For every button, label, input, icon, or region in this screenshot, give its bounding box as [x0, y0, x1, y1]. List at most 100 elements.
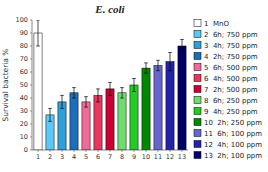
- error-cap: [108, 82, 112, 83]
- legend-label: 4 2h; 750 ppm: [204, 53, 258, 61]
- legend-label: 7 2h; 500 ppm: [204, 86, 258, 94]
- error-cap: [36, 20, 40, 21]
- legend-swatch: [194, 75, 201, 82]
- x-tick-label: 3: [60, 153, 64, 161]
- legend-swatch: [194, 53, 201, 60]
- error-line: [62, 95, 63, 108]
- y-tick-label: 20: [20, 120, 28, 128]
- legend-swatch: [194, 31, 201, 38]
- error-cap: [180, 39, 184, 40]
- error-line: [170, 53, 171, 71]
- error-cap: [36, 46, 40, 47]
- x-tick: [38, 150, 39, 152]
- y-tick-label: 100: [16, 16, 28, 24]
- legend-swatch: [194, 64, 201, 71]
- error-cap: [144, 62, 148, 63]
- x-tick: [122, 150, 123, 152]
- bar: [106, 89, 114, 150]
- error-cap: [48, 108, 52, 109]
- error-bar: [84, 97, 88, 107]
- error-bar: [168, 53, 172, 71]
- error-line: [182, 40, 183, 53]
- error-bar: [180, 40, 184, 53]
- legend-swatch: [194, 141, 201, 148]
- error-cap: [72, 87, 76, 88]
- y-tick-label: 10: [20, 133, 28, 141]
- error-bar: [144, 63, 148, 73]
- x-tick: [134, 150, 135, 152]
- error-line: [110, 82, 111, 95]
- y-axis-line: [32, 20, 33, 150]
- bar: [94, 95, 102, 150]
- y-tick-label: 30: [20, 107, 28, 115]
- error-cap: [132, 91, 136, 92]
- legend-label: 9 4h; 250 ppm: [204, 108, 258, 116]
- y-axis: 0102030405060708090100: [16, 16, 32, 154]
- error-cap: [120, 98, 124, 99]
- error-bar: [156, 60, 160, 70]
- y-axis-label: Survival bacteria %: [1, 49, 10, 122]
- bar: [178, 46, 186, 150]
- error-bar: [120, 88, 124, 98]
- x-tick: [86, 150, 87, 152]
- error-bar: [96, 89, 100, 102]
- error-bar: [48, 108, 52, 121]
- x-tick: [110, 150, 111, 152]
- legend-swatch: [194, 42, 201, 49]
- y-tick-label: 0: [24, 146, 28, 154]
- x-tick-label: 2: [48, 153, 52, 161]
- x-tick: [182, 150, 183, 152]
- error-line: [38, 20, 39, 46]
- bars: [34, 20, 186, 150]
- bar: [142, 68, 150, 150]
- y-tick-label: 90: [20, 29, 28, 37]
- title: E. coli: [94, 3, 125, 15]
- x-tick: [146, 150, 147, 152]
- chart-svg: E. coliSurvival bacteria %01020304050607…: [0, 0, 268, 172]
- legend-label: 5 6h; 500 ppm: [204, 64, 258, 72]
- error-cap: [168, 70, 172, 71]
- y-tick-label: 70: [20, 55, 28, 63]
- error-bar: [132, 79, 136, 92]
- y-tick-label: 60: [20, 68, 28, 76]
- error-line: [50, 108, 51, 121]
- error-bar: [72, 88, 76, 98]
- x-tick-label: 5: [84, 153, 88, 161]
- legend-swatch: [194, 108, 201, 115]
- legend-label: 13 2h; 100 ppm: [204, 152, 262, 160]
- x-tick-label: 13: [178, 153, 186, 161]
- error-line: [146, 63, 147, 73]
- error-line: [122, 88, 123, 98]
- error-bar: [108, 82, 112, 95]
- x-tick-label: 10: [142, 153, 150, 161]
- bar: [154, 66, 162, 151]
- error-cap: [120, 87, 124, 88]
- bar: [58, 102, 66, 150]
- error-cap: [60, 95, 64, 96]
- bar: [82, 102, 90, 150]
- x-tick: [74, 150, 75, 152]
- x-tick-label: 11: [154, 153, 162, 161]
- x-tick: [50, 150, 51, 152]
- error-cap: [84, 96, 88, 97]
- legend-swatch: [194, 86, 201, 93]
- x-tick-label: 9: [132, 153, 136, 161]
- error-cap: [144, 73, 148, 74]
- x-tick: [98, 150, 99, 152]
- error-cap: [108, 95, 112, 96]
- error-bar: [60, 95, 64, 108]
- error-cap: [84, 107, 88, 108]
- x-tick-label: 1: [36, 153, 40, 161]
- error-line: [86, 97, 87, 107]
- x-tick-label: 6: [96, 153, 100, 161]
- bar: [34, 33, 42, 150]
- chart-container: E. coliSurvival bacteria %01020304050607…: [0, 0, 268, 172]
- legend-label: 3 4h; 750 ppm: [204, 42, 258, 50]
- x-tick-label: 8: [120, 153, 124, 161]
- x-axis: 12345678910111213: [36, 150, 186, 161]
- x-tick-label: 4: [72, 153, 76, 161]
- legend-swatch: [194, 152, 201, 159]
- error-cap: [156, 70, 160, 71]
- error-cap: [96, 88, 100, 89]
- legend-swatch: [194, 97, 201, 104]
